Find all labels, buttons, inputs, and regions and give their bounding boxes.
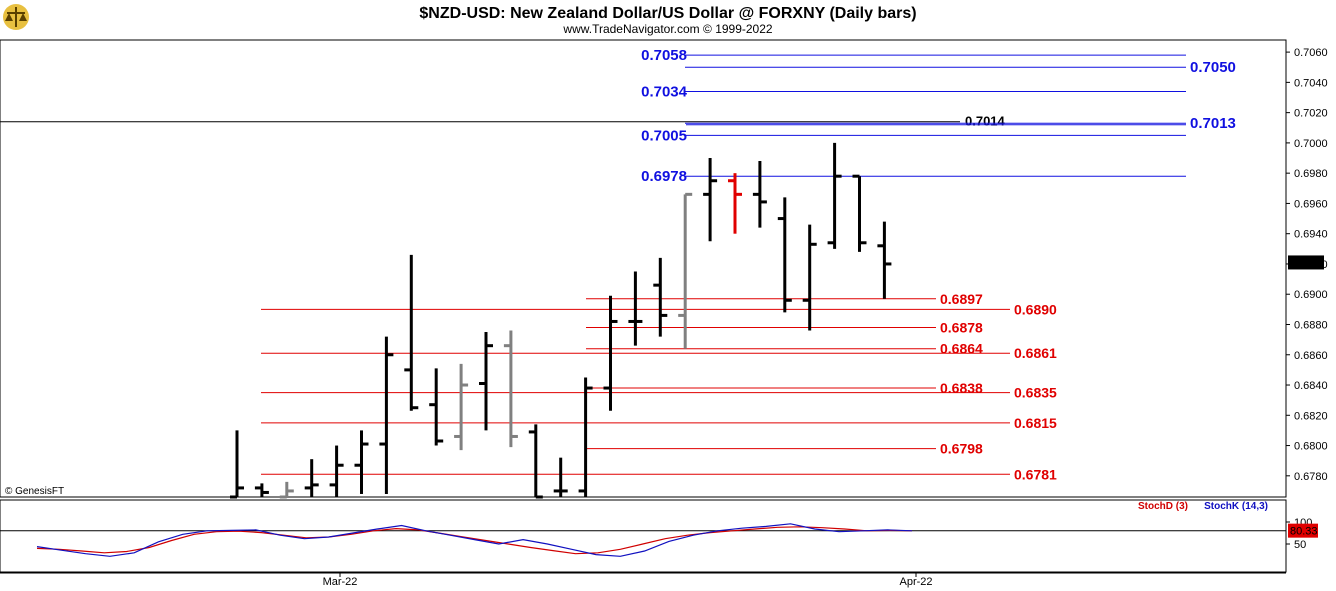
ohlc-bar bbox=[503, 330, 518, 448]
ohlc-bar bbox=[603, 295, 618, 411]
price-tick-label: 0.7040 bbox=[1294, 77, 1328, 89]
ohlc-bar bbox=[354, 430, 369, 494]
level-label: 0.6781 bbox=[1014, 466, 1057, 482]
ohlc-bar bbox=[628, 271, 643, 346]
ohlc-bar bbox=[752, 161, 767, 228]
stoch-tick-label: 50 bbox=[1294, 539, 1306, 551]
price-tick-label: 0.6840 bbox=[1294, 380, 1328, 392]
ohlc-bar bbox=[279, 481, 294, 499]
price-panel-frame bbox=[0, 39, 1287, 498]
logo bbox=[3, 4, 29, 30]
stoch-legend: StochD (3) bbox=[1138, 501, 1188, 512]
stoch-panel-frame bbox=[0, 499, 1287, 573]
ohlc-bar bbox=[553, 457, 568, 497]
ohlc-bar bbox=[678, 192, 693, 349]
level-label: 0.6798 bbox=[940, 441, 983, 457]
level-label: 0.6890 bbox=[1014, 301, 1057, 317]
level-label: 0.6878 bbox=[940, 320, 983, 336]
chart-subtitle: www.TradeNavigator.com © 1999-2022 bbox=[562, 22, 772, 36]
balance-scale-icon bbox=[3, 4, 29, 30]
price-tick-label: 0.7000 bbox=[1294, 138, 1328, 150]
ohlc-bar bbox=[528, 424, 543, 499]
stoch-legend: StochK (14,3) bbox=[1204, 501, 1268, 512]
level-label: 0.6864 bbox=[940, 341, 983, 357]
ohlc-bars bbox=[230, 142, 892, 499]
level-label: 0.7034 bbox=[641, 83, 688, 100]
ohlc-bar bbox=[230, 430, 244, 499]
price-tick-label: 0.7060 bbox=[1294, 47, 1328, 59]
last-price-label: 0.6921 bbox=[1290, 257, 1324, 269]
last-price-box bbox=[1288, 255, 1324, 270]
ohlc-bar bbox=[429, 368, 444, 446]
level-lines: 0.7058 0.7050 0.7034 0.7014 0.7013 0.7005 0.69… bbox=[0, 47, 1236, 482]
price-tick-label: 0.6820 bbox=[1294, 410, 1328, 422]
chart-title: $NZD-USD: New Zealand Dollar/US Dollar @… bbox=[419, 5, 916, 22]
level-label: 0.7014 bbox=[965, 114, 1006, 129]
ohlc-bar bbox=[454, 363, 469, 451]
price-tick-label: 0.6800 bbox=[1294, 441, 1328, 453]
panel-frames bbox=[0, 39, 1287, 573]
ohlc-bar bbox=[852, 174, 867, 252]
ohlc-bar bbox=[827, 142, 842, 249]
date-tick-label: Mar-22 bbox=[323, 576, 358, 588]
level-label: 0.6861 bbox=[1014, 345, 1057, 361]
stoch-d-line bbox=[36, 526, 913, 555]
price-axis: 0.7060 0.7040 0.7020 0.7000 0.6980 0.6960 0.69… bbox=[1286, 47, 1328, 483]
date-axis: Mar-22 Apr-22 bbox=[0, 572, 1286, 588]
ohlc-bar bbox=[877, 221, 892, 299]
price-tick-label: 0.6980 bbox=[1294, 168, 1328, 180]
stoch-value-box bbox=[1288, 523, 1318, 538]
ohlc-bar bbox=[404, 254, 419, 411]
level-label: 0.7005 bbox=[641, 127, 687, 144]
ohlc-bar bbox=[479, 332, 493, 431]
level-label: 0.6838 bbox=[940, 380, 983, 396]
price-tick-label: 0.6780 bbox=[1294, 471, 1328, 483]
ohlc-bar bbox=[703, 158, 718, 242]
price-tick-label: 0.6940 bbox=[1294, 229, 1328, 241]
level-label: 0.7050 bbox=[1190, 59, 1236, 76]
ohlc-bar bbox=[802, 224, 817, 331]
level-label: 0.6978 bbox=[641, 168, 687, 185]
ohlc-bar bbox=[379, 336, 394, 494]
ohlc-bar bbox=[329, 445, 344, 497]
ohlc-bar bbox=[578, 377, 593, 497]
price-tick-label: 0.6880 bbox=[1294, 319, 1328, 331]
stoch-k-line bbox=[36, 523, 913, 557]
level-label: 0.7058 bbox=[641, 47, 687, 64]
stoch-value-label: 80.33 bbox=[1290, 526, 1318, 538]
date-tick-label: Apr-22 bbox=[899, 576, 932, 588]
level-label: 0.6835 bbox=[1014, 385, 1057, 401]
ohlc-bar bbox=[304, 459, 319, 497]
price-tick-label: 0.6960 bbox=[1294, 198, 1328, 210]
ohlc-bar bbox=[728, 173, 742, 234]
ohlc-bar bbox=[653, 257, 668, 337]
watermark: © GenesisFT bbox=[5, 486, 64, 497]
price-tick-label: 0.6900 bbox=[1294, 289, 1328, 301]
level-label: 0.6815 bbox=[1014, 415, 1057, 431]
ohlc-bar bbox=[777, 197, 792, 313]
level-label: 0.7013 bbox=[1190, 115, 1236, 132]
ohlc-bar bbox=[254, 483, 269, 497]
level-label: 0.6897 bbox=[940, 291, 983, 307]
price-tick-label: 0.6860 bbox=[1294, 350, 1328, 362]
price-tick-label: 0.7020 bbox=[1294, 108, 1328, 120]
